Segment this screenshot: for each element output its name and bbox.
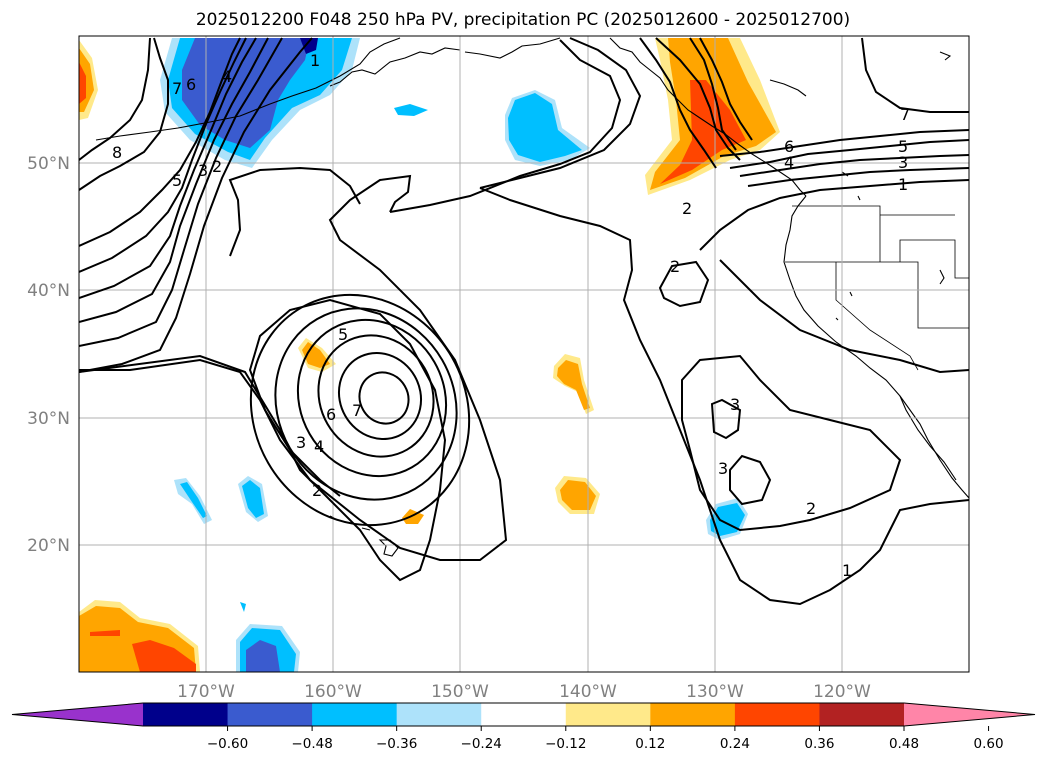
neg-anomaly-area — [182, 38, 310, 148]
pos-anomaly-area — [90, 630, 120, 636]
contour-label: 7 — [352, 401, 362, 420]
pos-anomaly-area — [660, 80, 746, 184]
contour-label: 8 — [112, 143, 122, 162]
neg-anomaly-area — [394, 104, 428, 116]
contour-label: 2 — [806, 499, 816, 518]
contour-label: 7 — [900, 105, 910, 124]
pv-contour-labels: 8 7 6 5 4 3 2 1 2 2 5 6 7 6 5 4 3 2 3 3 … — [112, 51, 910, 580]
lon-label: 130°W — [686, 682, 744, 702]
colorbar-swatch — [312, 703, 398, 726]
lon-label: 150°W — [431, 682, 489, 702]
neg-anomaly-area — [246, 640, 280, 672]
lon-labels: 170°W 160°W 150°W 140°W 130°W 120°W — [177, 682, 871, 702]
precip-anomaly-shading — [79, 38, 780, 672]
contour-label: 4 — [784, 153, 794, 172]
contour-label: 7 — [172, 79, 182, 98]
contour-label: 1 — [898, 175, 908, 194]
lat-label: 50°N — [27, 154, 70, 174]
contour-label: 2 — [312, 481, 322, 500]
colorbar-swatch — [565, 703, 651, 726]
pos-anomaly-area — [79, 62, 86, 104]
contour-label: 6 — [784, 137, 794, 156]
neg-anomaly-area — [240, 602, 246, 612]
neg-anomaly-area — [508, 93, 582, 162]
colorbar-outline — [11, 702, 1036, 727]
colorbar-tick-label: 0.12 — [635, 736, 665, 752]
contour-label: 1 — [842, 561, 852, 580]
contour-label: 6 — [326, 405, 336, 424]
contour-label: 1 — [310, 51, 320, 70]
colorbar-tick-label: −0.12 — [545, 736, 586, 752]
contour-label: 3 — [718, 459, 728, 478]
contour-label: 2 — [682, 199, 692, 218]
contour-label: 4 — [314, 437, 324, 456]
contour-label: 4 — [222, 67, 232, 86]
colorbar-tick-label: −0.36 — [376, 736, 417, 752]
lon-label: 160°W — [304, 682, 362, 702]
contour-label: 6 — [186, 75, 196, 94]
colorbar-tick-label: −0.24 — [461, 736, 502, 752]
colorbar-extend-max — [904, 703, 1035, 726]
lon-label: 120°W — [813, 682, 871, 702]
colorbar-swatch — [227, 703, 313, 726]
pos-anomaly-area — [560, 480, 596, 510]
colorbar-swatch — [481, 703, 567, 726]
contour-label: 5 — [898, 137, 908, 156]
contour-label: 2 — [212, 157, 222, 176]
map-area: 8 7 6 5 4 3 2 1 2 2 5 6 7 6 5 4 3 2 3 3 … — [79, 36, 969, 672]
colorbar-tick-label: 0.48 — [889, 736, 919, 752]
map-frame — [78, 35, 970, 673]
colorbar-swatch — [819, 703, 905, 726]
colorbar-tick-label: −0.60 — [207, 736, 248, 752]
contour-label: 3 — [198, 161, 208, 180]
contour-label: 3 — [296, 433, 306, 452]
neg-anomaly-area — [180, 482, 207, 518]
neg-anomaly-area — [300, 38, 318, 54]
contour-label: 5 — [172, 171, 182, 190]
colorbar-extend-min — [12, 703, 143, 726]
pv-contours — [79, 37, 969, 606]
neg-anomaly-area — [242, 480, 264, 518]
pos-anomaly-area — [557, 360, 590, 410]
lon-label: 140°W — [559, 682, 617, 702]
lat-label: 40°N — [27, 281, 70, 301]
lon-label: 170°W — [177, 682, 235, 702]
figure-title: 2025012200 F048 250 hPa PV, precipitatio… — [196, 10, 850, 30]
lat-label: 20°N — [27, 536, 70, 556]
colorbar-tick-label: −0.48 — [291, 736, 332, 752]
colorbar-swatch — [396, 703, 482, 726]
colorbar-tick-label: 0.36 — [804, 736, 834, 752]
colorbar-swatch — [143, 703, 229, 726]
contour-label: 5 — [338, 325, 348, 344]
contour-label: 3 — [730, 395, 740, 414]
contour-label: 3 — [898, 153, 908, 172]
pos-anomaly-area — [302, 342, 330, 368]
colorbar-swatch — [650, 703, 736, 726]
colorbar-swatch — [734, 703, 820, 726]
lat-labels: 20°N 30°N 40°N 50°N — [27, 154, 70, 556]
colorbar-tick-label: 0.24 — [720, 736, 750, 752]
pos-anomaly-area — [132, 640, 196, 672]
colorbar: −0.60 −0.48 −0.36 −0.24 −0.12 0.12 0.24 0.36 0.4… — [11, 702, 1036, 752]
lat-label: 30°N — [27, 409, 70, 429]
colorbar-tick-label: 0.60 — [974, 736, 1004, 752]
contour-label: 2 — [670, 257, 680, 276]
